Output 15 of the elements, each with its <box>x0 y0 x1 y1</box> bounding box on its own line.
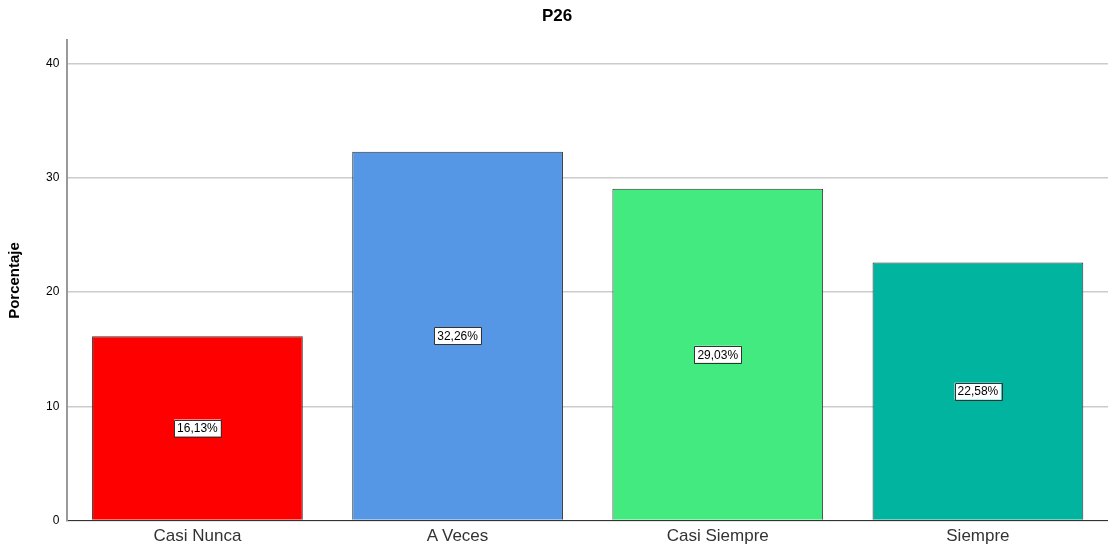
data-label: 32,26% <box>437 329 479 344</box>
y-tick-label: 20 <box>45 284 60 299</box>
x-tick-label: Casi Nunca <box>153 526 242 546</box>
x-tick-label: A Veces <box>426 526 489 546</box>
chart-title: P26 <box>541 5 573 25</box>
y-tick-label: 10 <box>45 398 60 413</box>
data-label: 22,58% <box>957 384 999 399</box>
data-label: 16,13% <box>177 421 219 436</box>
y-tick-label: 40 <box>45 55 60 70</box>
data-label: 29,03% <box>697 347 739 362</box>
y-tick-label: 0 <box>52 512 60 527</box>
y-axis-title: Porcentaje <box>5 242 23 319</box>
x-tick-label: Siempre <box>946 526 1010 546</box>
y-tick-label: 30 <box>45 169 60 184</box>
x-tick-label: Casi Siempre <box>666 526 769 546</box>
